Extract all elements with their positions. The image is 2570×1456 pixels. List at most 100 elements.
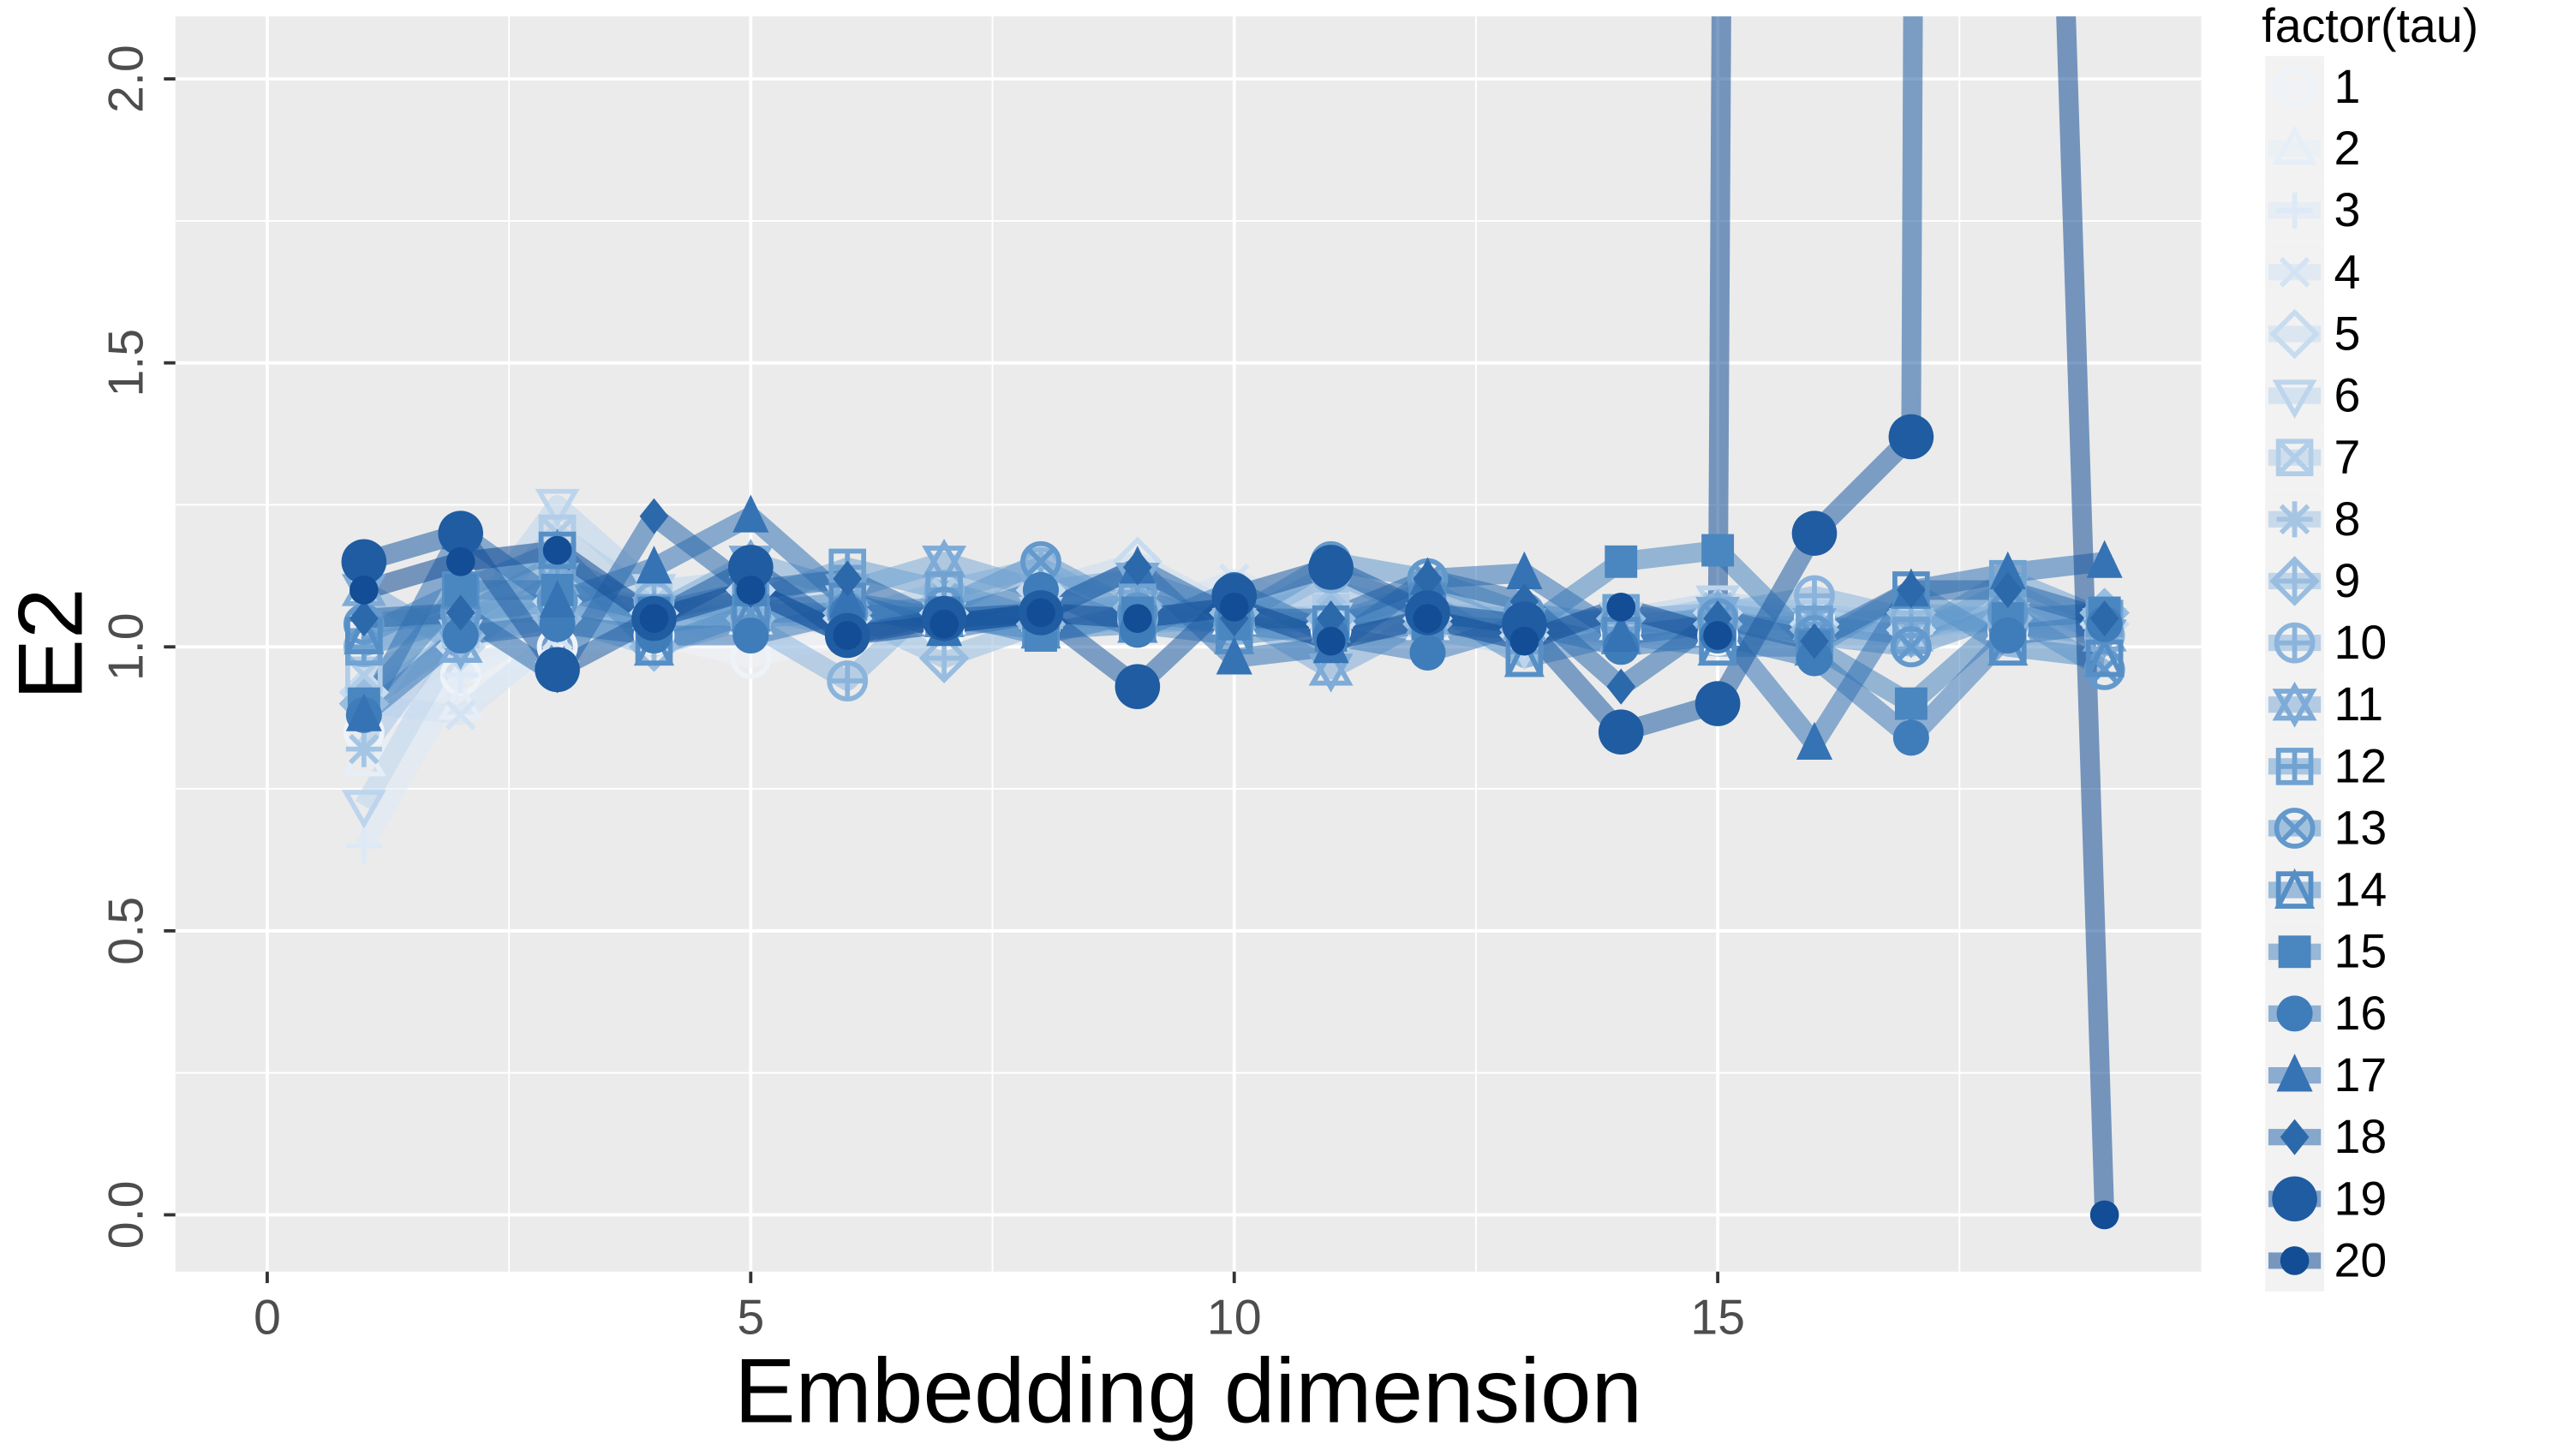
legend-label: 19 xyxy=(2334,1172,2387,1225)
shape-part xyxy=(2274,868,2316,909)
legend-label: 7 xyxy=(2334,431,2360,484)
point xyxy=(2278,935,2311,969)
shape-part xyxy=(1025,546,1056,577)
point xyxy=(1701,534,1735,567)
point xyxy=(2280,1119,2310,1155)
legend-label: 10 xyxy=(2334,616,2387,669)
point xyxy=(1791,510,1838,556)
point xyxy=(2280,1246,2310,1275)
shape-part xyxy=(1413,604,1443,633)
point xyxy=(1509,626,1539,656)
shape-part xyxy=(1892,719,1929,756)
shape-part xyxy=(1216,636,1252,675)
shape-part xyxy=(349,576,379,605)
point xyxy=(2274,868,2316,909)
shape-part xyxy=(2272,125,2317,165)
shape-part xyxy=(2084,636,2125,677)
shape-part xyxy=(1703,621,1732,650)
point xyxy=(732,617,769,654)
shape-part xyxy=(736,576,766,605)
legend-label: 12 xyxy=(2334,739,2387,792)
shape-part xyxy=(1316,600,1346,637)
legend-label: 8 xyxy=(2334,492,2360,546)
x-tick-label: 15 xyxy=(1690,1290,1745,1345)
shape-part xyxy=(1606,593,1636,622)
shape-part xyxy=(2272,689,2317,728)
point xyxy=(349,576,379,605)
legend-label: 6 xyxy=(2334,369,2360,422)
point xyxy=(833,621,863,650)
shape-part xyxy=(539,579,576,618)
shape-part xyxy=(1800,623,1829,659)
point xyxy=(929,609,959,639)
shape-part xyxy=(1605,545,1638,578)
shape-part xyxy=(639,604,669,633)
point xyxy=(639,604,669,633)
point xyxy=(2086,540,2123,578)
shape-part xyxy=(1888,414,1934,460)
y-tick-label: 0.0 xyxy=(99,1181,153,1250)
shape-part xyxy=(345,693,382,731)
shape-part xyxy=(349,600,379,637)
shape-part xyxy=(639,498,669,534)
shape-part xyxy=(341,539,387,585)
legend-label: 9 xyxy=(2334,554,2360,607)
point xyxy=(736,576,766,605)
point xyxy=(2274,622,2316,664)
shape-part xyxy=(535,488,580,528)
shape-part xyxy=(445,700,476,731)
point xyxy=(1219,593,1249,622)
legend-label: 4 xyxy=(2334,245,2360,298)
x-tick-label: 0 xyxy=(254,1290,281,1345)
point xyxy=(732,494,769,533)
point xyxy=(341,539,387,585)
shape-part xyxy=(349,733,380,765)
point xyxy=(349,600,379,637)
shape-part xyxy=(2276,1053,2313,1092)
point xyxy=(2276,1053,2313,1092)
point xyxy=(1316,600,1346,637)
point xyxy=(2272,379,2317,419)
shape-part xyxy=(2269,556,2320,606)
point xyxy=(1123,604,1152,633)
shape-part xyxy=(636,546,672,584)
legend-label: 5 xyxy=(2334,307,2360,360)
shape-part xyxy=(1598,709,1644,755)
legend-label: 14 xyxy=(2334,863,2387,916)
point xyxy=(341,790,386,829)
shape-part xyxy=(1989,551,2026,589)
shape-part xyxy=(1409,634,1446,671)
point xyxy=(2269,556,2320,606)
shape-part xyxy=(1123,549,1152,586)
legend-label: 11 xyxy=(2334,677,2383,731)
point xyxy=(1989,551,2026,589)
point xyxy=(2276,995,2313,1032)
point xyxy=(2272,125,2317,165)
x-tick-label: 10 xyxy=(1207,1290,1262,1345)
point xyxy=(2279,257,2310,288)
shape-part xyxy=(833,621,863,650)
point xyxy=(829,579,866,618)
legend-label: 18 xyxy=(2334,1110,2387,1163)
point xyxy=(918,633,970,683)
legend-label: 1 xyxy=(2334,60,2360,113)
shape-part xyxy=(344,613,385,654)
shape-part xyxy=(1890,626,1932,668)
point xyxy=(1892,719,1929,756)
shape-part xyxy=(438,510,484,556)
legend-label: 20 xyxy=(2334,1233,2387,1286)
shape-part xyxy=(542,535,572,565)
point xyxy=(1409,634,1446,671)
shape-part xyxy=(2278,935,2311,969)
point xyxy=(445,700,476,731)
shape-part xyxy=(1219,593,1249,622)
point xyxy=(1890,626,1932,668)
point xyxy=(1888,414,1934,460)
point xyxy=(1703,621,1732,650)
shape-part xyxy=(1503,636,1545,677)
point xyxy=(2089,1200,2119,1230)
shape-part xyxy=(1791,510,1838,556)
shape-part xyxy=(1506,551,1543,589)
point xyxy=(345,731,382,767)
legend-label: 17 xyxy=(2334,1048,2387,1101)
